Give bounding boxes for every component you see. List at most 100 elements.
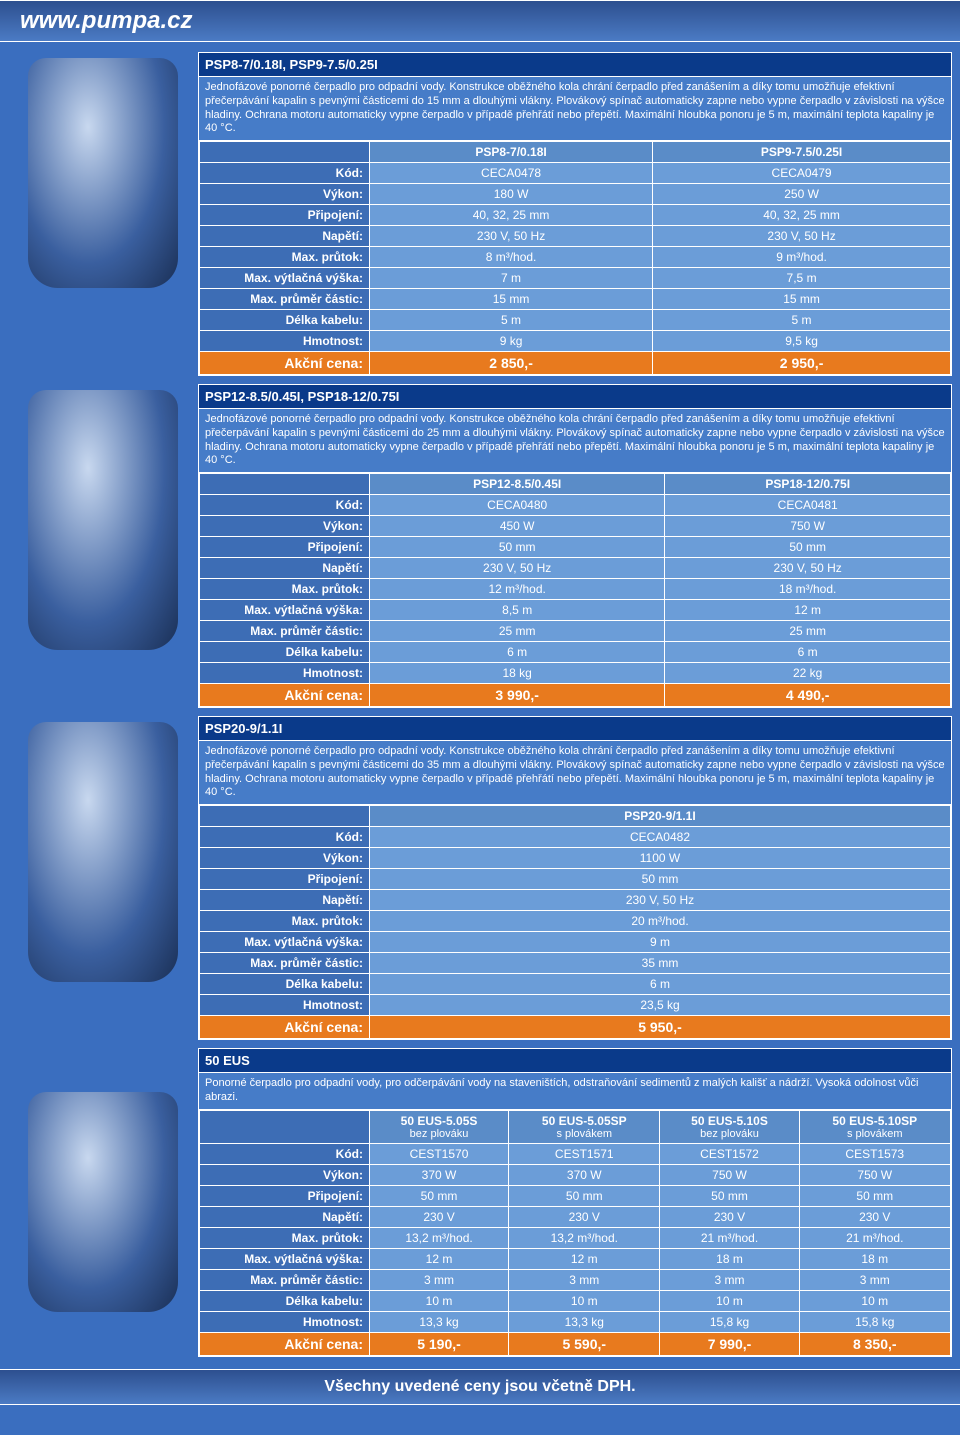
product-description: Jednofázové ponorné čerpadlo pro odpadní… (199, 409, 951, 473)
cell: CEST1571 (509, 1143, 660, 1164)
cell: 230 V, 50 Hz (370, 226, 653, 247)
product-block-2: PSP12-8.5/0.45I, PSP18-12/0.75I Jednofáz… (8, 384, 952, 708)
product-block-4: 50 EUS Ponorné čerpadlo pro odpadní vody… (8, 1048, 952, 1357)
row-label: Délka kabelu: (200, 310, 370, 331)
cell: 15 mm (370, 289, 653, 310)
cell: 5 m (370, 310, 653, 331)
price-cell: 7 990,- (660, 1332, 799, 1355)
product-description: Ponorné čerpadlo pro odpadní vody, pro o… (199, 1073, 951, 1110)
cell: 750 W (660, 1164, 799, 1185)
cell: 22 kg (665, 663, 951, 684)
cell: CECA0478 (370, 163, 653, 184)
cell: 8,5 m (370, 600, 665, 621)
cell: 10 m (509, 1290, 660, 1311)
pump-image-icon (28, 390, 178, 650)
row-label: Hmotnost: (200, 1311, 370, 1332)
row-label: Připojení: (200, 537, 370, 558)
cell: 18 m (799, 1248, 950, 1269)
spec-table: PSP20-9/1.1I Kód:CECA0482 Výkon:1100 W P… (199, 805, 951, 1039)
row-label: Hmotnost: (200, 995, 370, 1016)
row-label: Výkon: (200, 1164, 370, 1185)
cell: 12 m (509, 1248, 660, 1269)
cell: 15,8 kg (799, 1311, 950, 1332)
cell: CEST1570 (370, 1143, 509, 1164)
pump-image-icon (28, 1092, 178, 1312)
price-cell: 5 190,- (370, 1332, 509, 1355)
row-label: Výkon: (200, 184, 370, 205)
cell: 10 m (370, 1290, 509, 1311)
product-description: Jednofázové ponorné čerpadlo pro odpadní… (199, 77, 951, 141)
row-label: Max. průtok: (200, 911, 370, 932)
row-label: Kód: (200, 495, 370, 516)
cell: 230 V (370, 1206, 509, 1227)
col-header: PSP20-9/1.1I (370, 806, 951, 827)
cell: 13,2 m³/hod. (509, 1227, 660, 1248)
row-label-price: Akční cena: (200, 352, 370, 375)
cell: CECA0479 (653, 163, 951, 184)
cell: 3 mm (660, 1269, 799, 1290)
cell: 230 V (660, 1206, 799, 1227)
cell: 25 mm (370, 621, 665, 642)
col-header: 50 EUS-5.05SPs plovákem (509, 1110, 660, 1143)
cell: 3 mm (799, 1269, 950, 1290)
cell: 180 W (370, 184, 653, 205)
row-label: Připojení: (200, 205, 370, 226)
row-label: Připojení: (200, 1185, 370, 1206)
cell: 250 W (653, 184, 951, 205)
row-label: Max. průměr částic: (200, 621, 370, 642)
price-cell: 3 990,- (370, 684, 665, 707)
product-title: PSP12-8.5/0.45I, PSP18-12/0.75I (199, 385, 951, 409)
cell: 370 W (370, 1164, 509, 1185)
row-label-price: Akční cena: (200, 684, 370, 707)
row-label: Napětí: (200, 1206, 370, 1227)
product-title: PSP8-7/0.18I, PSP9-7.5/0.25I (199, 53, 951, 77)
cell: 450 W (370, 516, 665, 537)
row-label: Max. výtlačná výška: (200, 268, 370, 289)
cell: 10 m (660, 1290, 799, 1311)
cell: 9 m (370, 932, 951, 953)
cell: CECA0481 (665, 495, 951, 516)
product-block-1: PSP8-7/0.18I, PSP9-7.5/0.25I Jednofázové… (8, 52, 952, 376)
price-cell: 5 950,- (370, 1016, 951, 1039)
pump-image-icon (28, 58, 178, 288)
cell: 6 m (370, 974, 951, 995)
cell: 12 m (665, 600, 951, 621)
cell: 15,8 kg (660, 1311, 799, 1332)
cell: 13,2 m³/hod. (370, 1227, 509, 1248)
product-image-col (8, 52, 198, 294)
cell: 18 kg (370, 663, 665, 684)
price-cell: 4 490,- (665, 684, 951, 707)
row-label: Hmotnost: (200, 331, 370, 352)
product-block-3: PSP20-9/1.1I Jednofázové ponorné čerpadl… (8, 716, 952, 1040)
cell: 230 V, 50 Hz (653, 226, 951, 247)
cell: 23,5 kg (370, 995, 951, 1016)
row-label: Max. průměr částic: (200, 289, 370, 310)
col-header: 50 EUS-5.05Sbez plováku (370, 1110, 509, 1143)
cell: 15 mm (653, 289, 951, 310)
row-label: Max. výtlačná výška: (200, 1248, 370, 1269)
row-label: Délka kabelu: (200, 1290, 370, 1311)
row-label: Napětí: (200, 558, 370, 579)
spec-table: PSP12-8.5/0.45I PSP18-12/0.75I Kód:CECA0… (199, 473, 951, 707)
cell: 50 mm (665, 537, 951, 558)
price-cell: 5 590,- (509, 1332, 660, 1355)
cell: 7 m (370, 268, 653, 289)
price-cell: 2 850,- (370, 352, 653, 375)
cell: 18 m (660, 1248, 799, 1269)
row-label: Připojení: (200, 869, 370, 890)
cell: 370 W (509, 1164, 660, 1185)
cell: 50 mm (370, 537, 665, 558)
cell: 230 V, 50 Hz (370, 558, 665, 579)
cell: 6 m (370, 642, 665, 663)
cell: 40, 32, 25 mm (653, 205, 951, 226)
cell: 50 mm (370, 869, 951, 890)
cell: 20 m³/hod. (370, 911, 951, 932)
row-label: Max. průtok: (200, 247, 370, 268)
cell: 6 m (665, 642, 951, 663)
cell: 21 m³/hod. (660, 1227, 799, 1248)
product-description: Jednofázové ponorné čerpadlo pro odpadní… (199, 741, 951, 805)
cell: CEST1572 (660, 1143, 799, 1164)
col-header: PSP12-8.5/0.45I (370, 474, 665, 495)
cell: 50 mm (370, 1185, 509, 1206)
cell: CECA0482 (370, 827, 951, 848)
